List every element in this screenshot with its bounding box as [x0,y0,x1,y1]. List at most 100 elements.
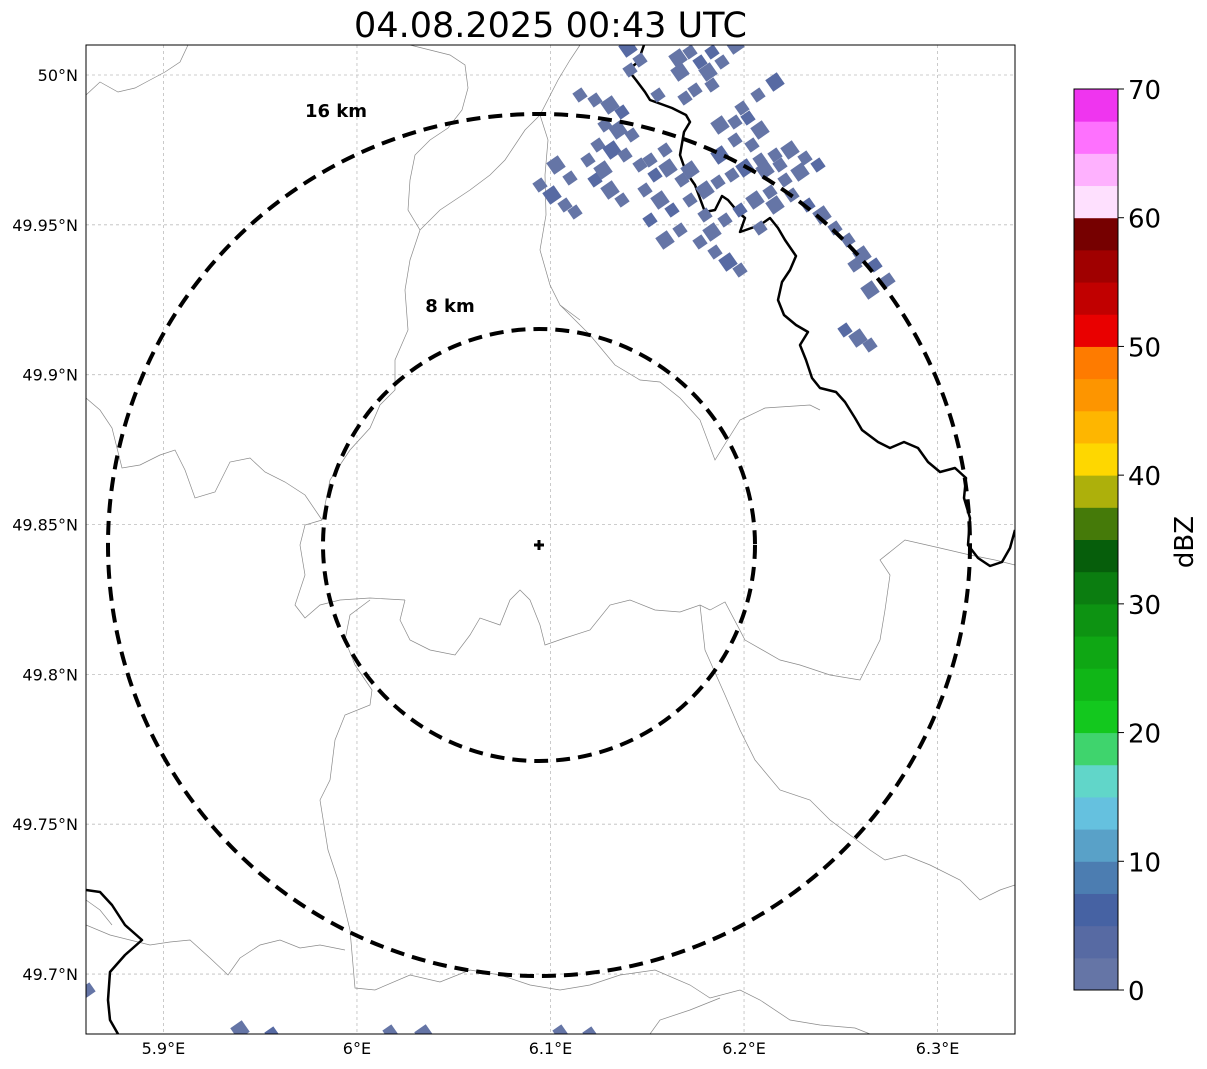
national-borders [86,45,1015,1034]
echo-cell [750,120,770,140]
x-tick-label: 6°E [343,1039,371,1058]
colorbar-segment [1074,829,1118,862]
echo-cell [744,137,760,153]
echo-cell [704,77,720,93]
echo-cell [862,337,878,353]
boundary-line [86,45,189,96]
echo-cell [762,184,778,200]
echo-cell [382,1024,398,1034]
echo-cell [658,158,678,178]
echo-cell [657,142,673,158]
colorbar-tick-label: 40 [1128,462,1161,492]
echo-cell [632,52,648,68]
echo-cell [698,62,718,82]
colorbar-segment [1074,764,1118,798]
echo-cell [755,160,775,180]
colorbar-segment [1074,378,1118,412]
echo-cell [810,157,826,173]
reflectivity-echoes [86,45,896,1034]
echo-cell [582,1026,598,1034]
colorbar-label: dBZ [1170,516,1200,568]
echo-cell [600,180,620,200]
x-tick-label: 5.9°E [142,1039,186,1058]
echo-cell [680,160,700,180]
echo-cell [567,204,583,220]
echo-cell [732,202,748,218]
y-tick-label: 49.95°N [12,216,78,235]
echo-cell [718,252,738,272]
border-line [626,45,1015,568]
echo-cell [562,170,578,186]
echo-cell [707,244,723,260]
echo-cell [772,157,788,173]
colorbar-tick-label: 60 [1128,205,1161,235]
echo-cell [546,155,566,175]
echo-cell [687,82,703,98]
echo-cell [580,152,596,168]
colorbar-segment [1074,700,1118,734]
map-frame [85,44,1016,1035]
echo-cell [860,280,880,300]
echo-cell [732,262,748,278]
colorbar-segment [1074,861,1118,894]
echo-cell [765,72,785,92]
echo-cell [837,322,853,338]
colorbar-segment [1074,442,1118,476]
range-ring-16km [106,112,972,978]
y-tick-label: 49.75°N [12,815,78,834]
echo-cell [572,87,588,103]
echo-cell [624,127,640,143]
echo-cell [734,100,750,116]
echo-cell [614,192,630,208]
colorbar-tick-label: 70 [1128,76,1161,106]
echo-cell [532,177,548,193]
colorbar-segment [1074,314,1118,347]
echo-cell [650,87,666,103]
echo-cell [777,172,793,188]
x-tick-label: 6.1°E [529,1039,573,1058]
echo-cell [682,192,698,208]
echo-cell [704,45,720,60]
echo-cell [650,190,670,210]
boundary-line [419,45,581,231]
y-axis-ticks: 49.7°N 49.75°N 49.8°N 49.85°N 49.9°N 49.95°N 5… [12,66,78,984]
echo-cell [655,230,675,250]
regional-boundaries [86,45,1015,1034]
echo-cell [552,1024,568,1034]
y-tick-label: 49.85°N [12,516,78,535]
echo-cell [724,167,740,183]
echo-cell [692,234,708,250]
boundary-line [559,304,821,461]
echo-cell [617,147,633,163]
echo-cell [752,220,768,236]
colorbar-tick-label: 30 [1128,591,1161,621]
echo-cell [840,232,856,248]
echo-cell [827,220,843,236]
echo-cell [727,132,743,148]
range-ring-label-8km: 8 km [425,296,475,317]
echo-cell [593,160,613,180]
echo-cell [542,185,562,205]
echo-cell [642,152,658,168]
echo-cell [710,174,726,190]
range-ring-label-16km: 16 km [305,101,367,122]
echo-cell [695,180,715,200]
echo-cell [618,45,638,58]
echo-cell [637,182,653,198]
colorbar-segment [1074,603,1118,637]
echo-cell [765,195,785,215]
boundary-line [86,899,113,926]
colorbar-segment [1074,346,1118,380]
echo-cell [602,140,622,160]
echo-cell [608,120,628,140]
echo-cell [800,197,816,213]
boundary-line [86,397,323,521]
boundary-line [399,539,1015,681]
range-rings [321,327,757,763]
echo-cell [600,95,620,115]
x-tick-label: 6.3°E [916,1039,960,1058]
echo-cell [664,202,680,218]
colorbar-segment [1074,893,1118,927]
colorbar-segment [1074,249,1118,283]
